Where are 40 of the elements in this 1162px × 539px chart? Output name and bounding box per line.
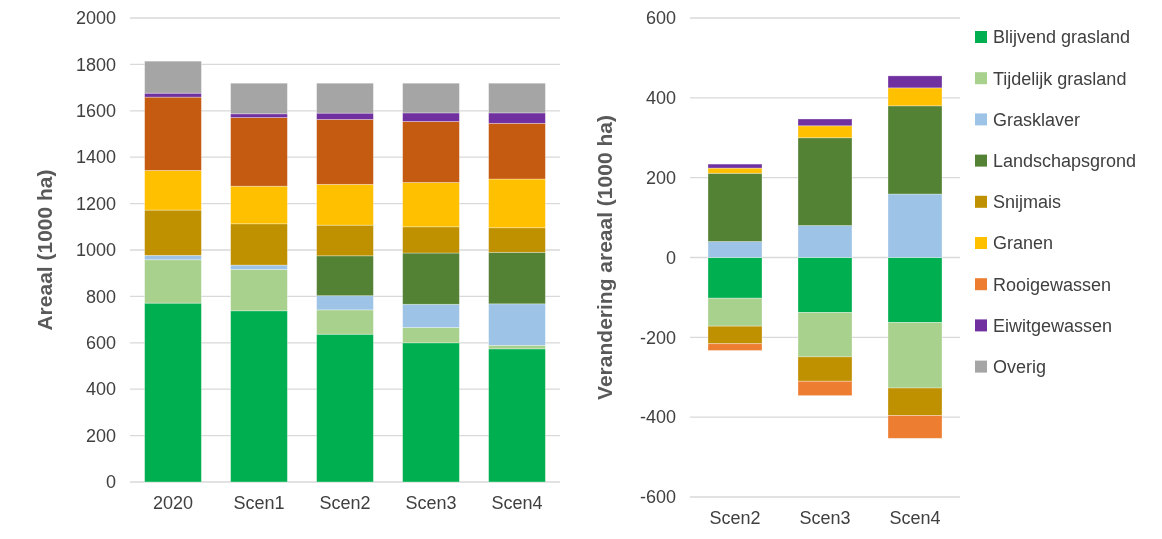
legend-label: Landschapsgrond	[993, 150, 1137, 171]
x-tick-label: Scen4	[889, 507, 941, 528]
y-tick-label: 2000	[75, 8, 116, 29]
y-tick-label: 0	[105, 472, 116, 493]
y-tick-label: 200	[645, 167, 676, 188]
y-tick-label: -200	[639, 327, 676, 348]
y-tick-label: -600	[639, 487, 676, 508]
legend-label: Tijdelijk grasland	[993, 68, 1127, 89]
legend-label: Snijmais	[993, 192, 1062, 213]
legend-label: Grasklaver	[993, 109, 1081, 130]
x-tick-label: Scen2	[319, 492, 371, 513]
legend-label: Granen	[993, 233, 1054, 254]
y-tick-label: 0	[665, 247, 676, 268]
bar	[144, 60, 202, 94]
y-tick-label: 200	[85, 425, 116, 446]
y-tick-label: 600	[85, 333, 116, 354]
x-tick-label: Scen3	[799, 507, 851, 528]
legend-label: Overig	[993, 356, 1047, 377]
y-tick-label: -400	[639, 407, 676, 428]
legend-label: Blijvend grasland	[993, 27, 1131, 48]
x-tick-label: Scen3	[405, 492, 457, 513]
y-tick-label: 1600	[75, 101, 116, 122]
legend-label: Eiwitgewassen	[993, 315, 1113, 336]
y-tick-label: 1000	[75, 240, 116, 261]
y-axis-title: Verandering areaal (1000 ha)	[593, 115, 616, 400]
bar	[488, 348, 546, 483]
y-axis-title: Areaal (1000 ha)	[33, 169, 56, 331]
y-tick-label: 800	[85, 286, 116, 307]
y-tick-label: 1400	[75, 147, 116, 168]
y-tick-label: 1800	[75, 54, 116, 75]
y-tick-label: 400	[645, 88, 676, 109]
y-tick-label: 400	[85, 379, 116, 400]
x-tick-label: 2020	[152, 492, 194, 513]
x-tick-label: Scen1	[233, 492, 285, 513]
bar	[230, 82, 288, 115]
legend-label: Rooigewassen	[993, 274, 1112, 295]
y-tick-label: 600	[645, 8, 676, 29]
y-tick-label: 1200	[75, 193, 116, 214]
x-tick-label: Scen2	[709, 507, 761, 528]
x-tick-label: Scen4	[491, 492, 543, 513]
